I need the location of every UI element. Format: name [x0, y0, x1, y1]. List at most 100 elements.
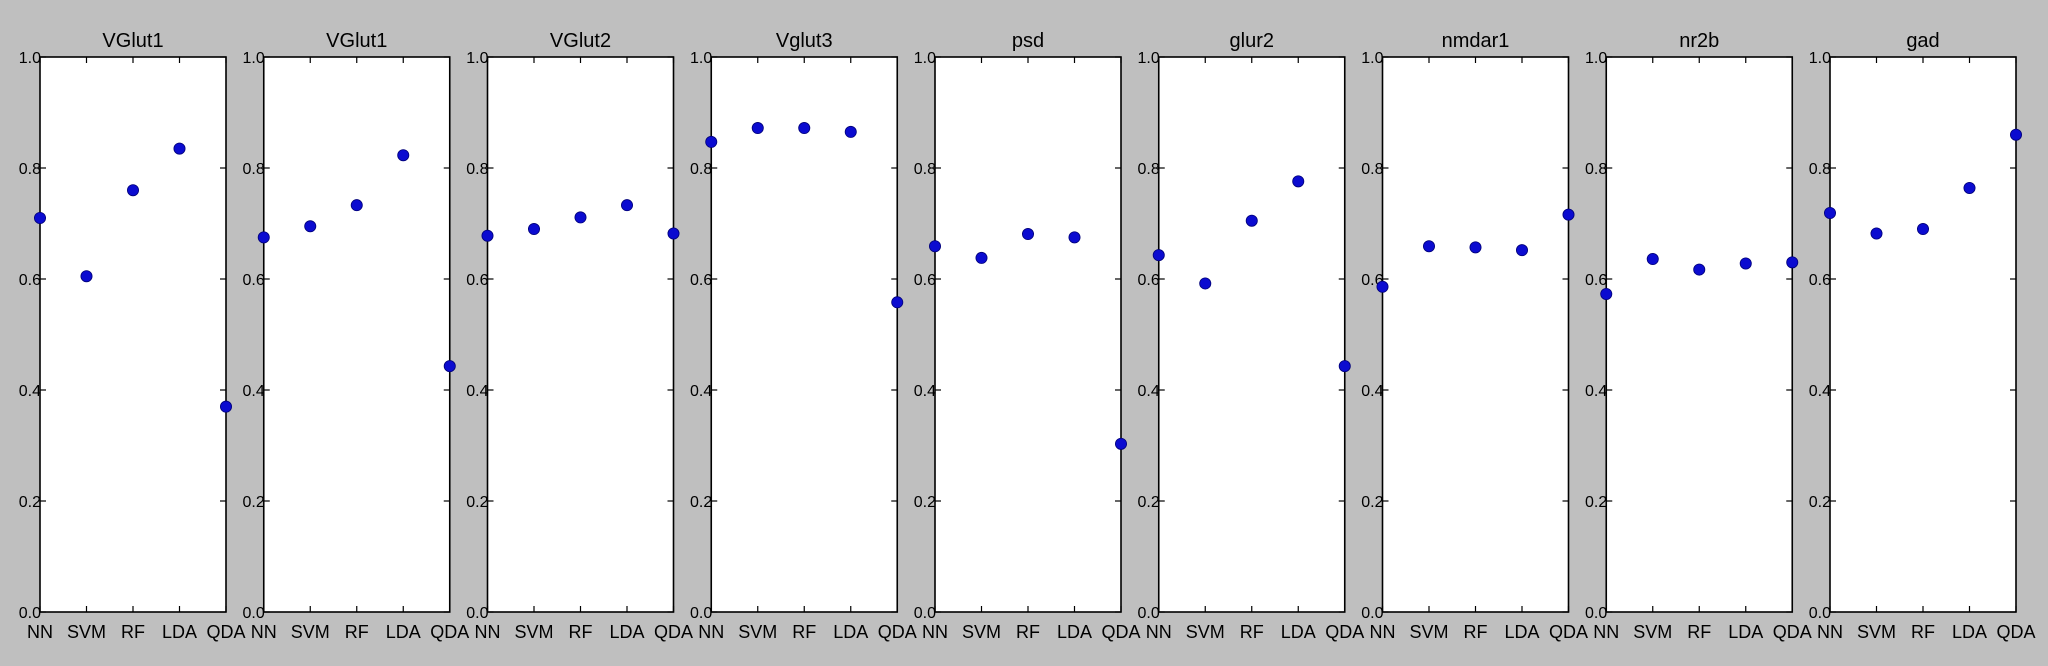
- data-point: [1115, 437, 1128, 450]
- data-point: [127, 184, 140, 197]
- x-tick-label: SVM: [1409, 622, 1448, 642]
- data-point: [751, 122, 764, 135]
- y-tick-label: 0.4: [19, 383, 41, 400]
- data-point: [1646, 253, 1659, 266]
- chart-panel: VGlut2 0.0 0.2 0.4 0.6 0.8 1.0 NN SVM RF LDA QDA: [466, 30, 693, 642]
- y-tick-label: 0.2: [243, 494, 265, 511]
- data-point: [1562, 208, 1575, 221]
- chart-panel: Vglut3 0.0 0.2 0.4 0.6 0.8 1.0 NN SVM RF LDA QDA: [690, 30, 917, 642]
- plot-area: [39, 56, 227, 613]
- y-tick-label: 0.4: [1809, 383, 1831, 400]
- plot-area: [1381, 56, 1570, 613]
- data-point: [1739, 257, 1752, 270]
- data-point: [621, 199, 634, 212]
- y-tick-label: 0.8: [1138, 161, 1160, 178]
- y-tick-label: 1.0: [243, 50, 265, 67]
- plot-area: [1605, 56, 1794, 613]
- x-tick-label: QDA: [1101, 622, 1140, 642]
- data-point: [528, 223, 541, 236]
- x-tick-label: RF: [1464, 622, 1488, 642]
- y-tick-label: 1.0: [1361, 50, 1383, 67]
- y-tick-label: 1.0: [466, 50, 488, 67]
- data-point: [1693, 263, 1706, 276]
- data-point: [1600, 287, 1613, 300]
- chart-title: nr2b: [1679, 30, 1719, 52]
- y-tick-label: 0.0: [466, 605, 488, 622]
- x-tick-label: SVM: [1857, 622, 1896, 642]
- y-tick-label: 0.8: [914, 161, 936, 178]
- x-tick-label: NN: [1593, 622, 1619, 642]
- data-point: [1786, 256, 1799, 269]
- y-tick-label: 0.6: [914, 272, 936, 289]
- y-tick-label: 1.0: [1138, 50, 1160, 67]
- y-tick-label: 0.8: [466, 161, 488, 178]
- x-tick-label: SVM: [514, 622, 553, 642]
- chart-panel: glur2 0.0 0.2 0.4 0.6 0.8 1.0 NN SVM RF LDA QDA: [1138, 30, 1365, 642]
- x-tick-label: NN: [698, 622, 724, 642]
- x-tick-label: NN: [1817, 622, 1843, 642]
- y-tick-label: 0.6: [1585, 272, 1607, 289]
- x-tick-label: SVM: [962, 622, 1001, 642]
- y-tick-label: 1.0: [1585, 50, 1607, 67]
- x-tick-label: QDA: [878, 622, 917, 642]
- y-tick-label: 0.4: [243, 383, 265, 400]
- y-tick-label: 1.0: [1809, 50, 1831, 67]
- x-tick-label: QDA: [1773, 622, 1812, 642]
- data-point: [173, 142, 186, 155]
- data-point: [1963, 181, 1976, 194]
- x-tick-label: NN: [1370, 622, 1396, 642]
- chart-title: VGlut2: [550, 30, 611, 52]
- chart-title: gad: [1906, 30, 1939, 52]
- data-point: [1423, 240, 1436, 253]
- y-tick-label: 0.4: [914, 383, 936, 400]
- x-tick-label: LDA: [1952, 622, 1987, 642]
- data-point: [1292, 175, 1305, 188]
- data-point: [705, 135, 718, 148]
- x-tick-label: SVM: [738, 622, 777, 642]
- plot-area: [486, 56, 675, 613]
- x-tick-label: NN: [475, 622, 501, 642]
- chart-panel: VGlut1 0.0 0.2 0.4 0.6 0.8 1.0 NN SVM RF LDA QDA: [243, 30, 470, 642]
- data-point: [1824, 206, 1837, 219]
- data-point: [574, 211, 587, 224]
- x-tick-label: LDA: [1504, 622, 1539, 642]
- data-point: [891, 296, 904, 309]
- y-tick-label: 0.8: [1361, 161, 1383, 178]
- y-tick-label: 0.2: [690, 494, 712, 511]
- x-tick-label: RF: [1687, 622, 1711, 642]
- data-point: [443, 360, 456, 373]
- plot-area: [710, 56, 899, 613]
- data-point: [1068, 231, 1081, 244]
- chart-title: VGlut1: [102, 30, 163, 52]
- plot-area: [1157, 56, 1346, 613]
- data-point: [1917, 223, 1930, 236]
- chart-panel: psd 0.0 0.2 0.4 0.6 0.8 1.0 NN SVM RF LDA QDA: [914, 30, 1141, 642]
- y-tick-label: 0.0: [1809, 605, 1831, 622]
- x-tick-label: LDA: [162, 622, 197, 642]
- x-tick-label: LDA: [1728, 622, 1763, 642]
- data-point: [257, 231, 270, 244]
- x-tick-label: NN: [922, 622, 948, 642]
- x-tick-label: RF: [121, 622, 145, 642]
- y-tick-label: 0.2: [914, 494, 936, 511]
- data-point: [219, 400, 232, 413]
- chart-title: glur2: [1230, 30, 1274, 52]
- x-tick-label: RF: [569, 622, 593, 642]
- y-tick-label: 0.0: [243, 605, 265, 622]
- data-point: [929, 240, 942, 253]
- x-tick-label: LDA: [1057, 622, 1092, 642]
- y-tick-label: 0.2: [1809, 494, 1831, 511]
- plot-area: [934, 56, 1122, 613]
- data-point: [1338, 360, 1351, 373]
- x-tick-label: RF: [1911, 622, 1935, 642]
- y-tick-label: 0.4: [466, 383, 488, 400]
- data-point: [1152, 249, 1165, 262]
- y-tick-label: 0.4: [690, 383, 712, 400]
- y-tick-label: 0.8: [19, 161, 41, 178]
- x-tick-label: QDA: [430, 622, 469, 642]
- y-tick-label: 0.0: [1585, 605, 1607, 622]
- data-point: [1022, 228, 1035, 241]
- y-tick-label: 0.6: [243, 272, 265, 289]
- y-tick-label: 0.8: [690, 161, 712, 178]
